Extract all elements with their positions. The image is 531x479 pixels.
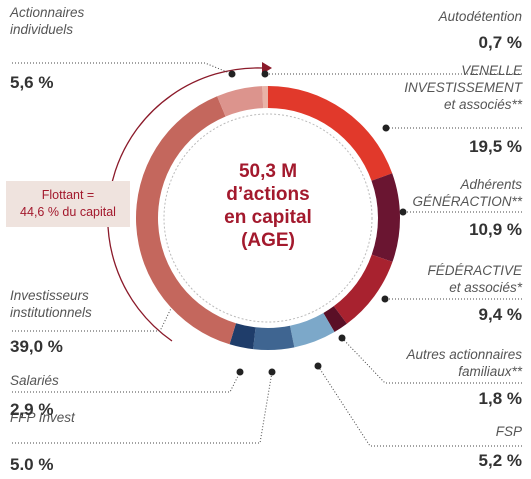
category-label: Adhérents GÉNÉRACTION**	[412, 177, 522, 209]
value-label: 0,7 %	[478, 33, 522, 52]
category-label: FSP	[495, 424, 522, 439]
category-label: Actionnaires individuels	[10, 5, 85, 37]
donut-segment	[253, 325, 295, 350]
value-label: 10,9 %	[469, 220, 522, 239]
leader-dots	[176, 70, 407, 376]
donut-segment	[262, 86, 268, 109]
leaders	[12, 62, 522, 447]
value-label: 1,8 %	[478, 389, 522, 408]
value-label: 39,0 %	[10, 337, 63, 356]
donut-segment	[371, 173, 401, 262]
donut-segment	[229, 323, 256, 350]
category-label: Salariés	[10, 373, 59, 388]
donut-segment	[289, 313, 335, 348]
value-label: 19,5 %	[469, 137, 522, 156]
donut-segment	[323, 306, 347, 333]
float-arc	[107, 67, 263, 342]
category-label: Investisseurs institutionnels	[10, 288, 92, 320]
category-label: VENELLE INVESTISSEMENT et associés**	[404, 63, 522, 112]
center-label: 50,3 M d’actions en capital (AGE)	[224, 161, 312, 251]
value-label: 2,9 %	[10, 400, 54, 419]
category-label: FÉDÉRACTIVE et associés*	[427, 263, 522, 295]
donut-segment	[333, 254, 393, 324]
category-label: Autres actionnaires familiaux**	[406, 347, 522, 379]
category-label: FFP Invest	[10, 410, 75, 425]
value-label: 5,2 %	[478, 451, 522, 470]
donut-segment	[136, 96, 236, 345]
category-label: Autodétention	[438, 9, 522, 24]
value-label: 5.0 %	[10, 455, 54, 474]
float-annotation: Flottant = 44,6 % du capital	[6, 181, 130, 227]
donut-segment	[268, 86, 393, 181]
value-label: 9,4 %	[478, 305, 522, 324]
inner-ring	[163, 113, 373, 323]
value-label: 5,6 %	[10, 73, 54, 92]
donut-segment	[217, 86, 264, 117]
